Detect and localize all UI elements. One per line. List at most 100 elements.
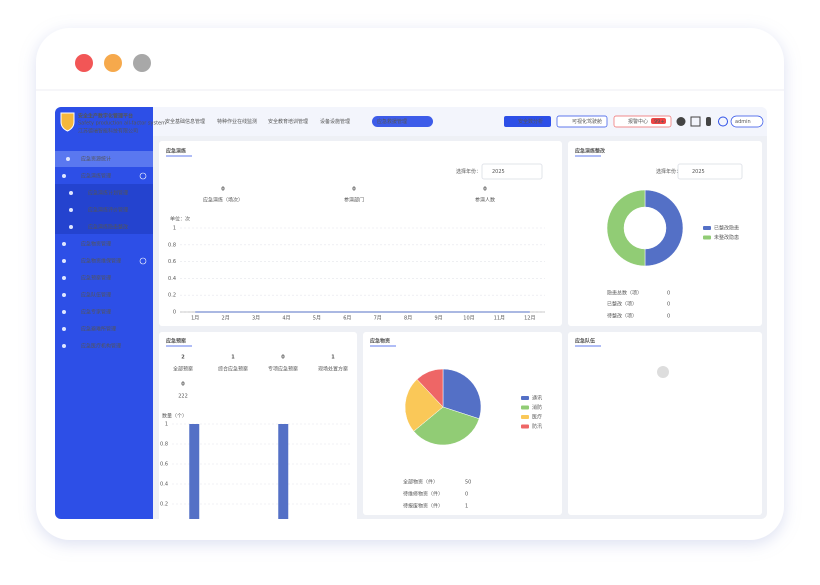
year-select[interactable] (481, 163, 543, 180)
x-tick-label: 3月 (252, 316, 260, 322)
y-tick-label: 0.4 (160, 482, 168, 488)
sidebar-subtitle: Safety production all-factor system (78, 121, 166, 127)
year-value: 2025 (692, 169, 705, 175)
slice (413, 406, 480, 446)
legend-label: 医疗 (532, 414, 542, 421)
nav-item[interactable]: 设备设施管理 (320, 118, 350, 125)
bar (278, 424, 289, 519)
y-tick-label: 0.8 (168, 242, 176, 248)
stat-value: 0 (181, 382, 185, 388)
stat-value: 0 (667, 302, 670, 308)
submenu-item[interactable]: 应急演练评价管理 (88, 207, 128, 214)
qr-icon[interactable] (690, 116, 701, 127)
panel-title: 应急演练整改 (575, 148, 606, 155)
stat-label: 专项应急预案 (268, 366, 298, 373)
expand-icon (139, 257, 147, 265)
help-icon[interactable] (676, 117, 686, 126)
x-tick-label: 4月 (282, 316, 290, 322)
y-tick-label: 1 (173, 226, 176, 232)
submenu-icon (69, 208, 73, 212)
menu-icon (62, 276, 66, 280)
stat-label: 全部物资（件） (403, 479, 438, 486)
nav-item[interactable]: 安全基础信息管理 (165, 118, 205, 125)
axis-unit: 单位：次 (170, 216, 190, 223)
menu-item[interactable]: 应急预案管理 (81, 275, 111, 282)
user-pill[interactable] (730, 115, 764, 128)
logo (60, 112, 75, 132)
badge: 99+ (654, 119, 665, 125)
menu-item[interactable]: 应急避难所管理 (81, 326, 116, 333)
year-select[interactable] (677, 163, 743, 180)
x-tick-label: 12月 (524, 316, 535, 322)
btn-label: 安全数分析 (518, 118, 543, 125)
submenu-item[interactable]: 应急演练隐患整改 (88, 224, 128, 231)
dot-yellow (104, 54, 122, 72)
menu-item[interactable]: 应急队伍管理 (81, 292, 111, 299)
x-tick-label: 6月 (343, 316, 351, 322)
bar (189, 424, 200, 519)
stat-value: 0 (465, 492, 468, 498)
panel-drill (159, 141, 562, 326)
user-name: admin (735, 119, 751, 125)
btn-label: 可视化驾驶舱 (572, 118, 602, 125)
slice (606, 189, 646, 267)
legend-label: 消防 (532, 404, 542, 411)
slice (404, 378, 444, 432)
legend-label: 防汛 (532, 423, 542, 430)
slice (416, 368, 444, 408)
panel-title: 应急预案 (166, 338, 187, 345)
stat-value: 50 (465, 480, 471, 486)
loading (657, 366, 669, 378)
y-tick-label: 0.6 (168, 259, 176, 265)
menu-icon (62, 293, 66, 297)
nav-active[interactable] (372, 116, 433, 127)
legend-swatch (521, 424, 529, 429)
slice (644, 189, 684, 267)
menu-icon (62, 310, 66, 314)
stat-value: 1 (465, 504, 468, 510)
submenu-item[interactable]: 应急演练计划管理 (88, 190, 128, 197)
btn-cockpit[interactable] (556, 115, 608, 128)
btn-analysis[interactable] (504, 116, 551, 127)
menu-item[interactable]: 应急演练管理 (81, 173, 111, 180)
stat-label: 参演人数 (475, 197, 495, 204)
stat-label: 应急演练（场次） (203, 197, 243, 204)
nav-item[interactable]: 特种作业在线监测 (217, 118, 257, 125)
y-tick-label: 0.6 (160, 462, 168, 468)
dot-gray (133, 54, 151, 72)
mic-icon[interactable] (706, 117, 711, 126)
stat-value: 0 (667, 291, 670, 297)
menu-item[interactable]: 应急物资维保管理 (81, 258, 121, 265)
menu-item[interactable]: 应急资源统计 (81, 156, 111, 163)
stat-label: 待整改（项） (607, 313, 637, 320)
menu-icon (62, 327, 66, 331)
sidebar-company: 江苏德瑞智能科技有限公司 (78, 128, 138, 135)
legend-swatch (521, 405, 529, 410)
nav-item[interactable]: 应急救援管理 (377, 118, 407, 125)
expand-icon (139, 172, 147, 180)
x-tick-label: 8月 (404, 316, 412, 322)
menu-item[interactable]: 应急医疗机构管理 (81, 343, 121, 350)
panel-title: 应急物资 (370, 338, 390, 345)
panel-title: 应急队伍 (575, 338, 595, 345)
menu-item[interactable]: 应急物资管理 (81, 241, 111, 248)
stat-label: 待报废物资（件） (403, 503, 443, 510)
menu-item[interactable]: 应急专家管理 (81, 309, 111, 316)
x-tick-label: 11月 (494, 316, 505, 322)
x-tick-label: 9月 (434, 316, 442, 322)
menu-icon (62, 344, 66, 348)
menu-icon (62, 259, 66, 263)
avatar[interactable] (718, 116, 728, 127)
legend-label: 已整改隐患 (714, 225, 739, 232)
slice (442, 368, 482, 420)
x-tick-label: 1月 (191, 316, 199, 322)
nav-item[interactable]: 安全教育培训管理 (268, 118, 308, 125)
y-tick-label: 1 (165, 422, 168, 428)
y-tick-label: 0.2 (160, 502, 168, 508)
legend-swatch (703, 235, 711, 240)
submenu-icon (69, 191, 73, 195)
x-tick-label: 5月 (313, 316, 321, 322)
menu-icon (62, 174, 66, 178)
